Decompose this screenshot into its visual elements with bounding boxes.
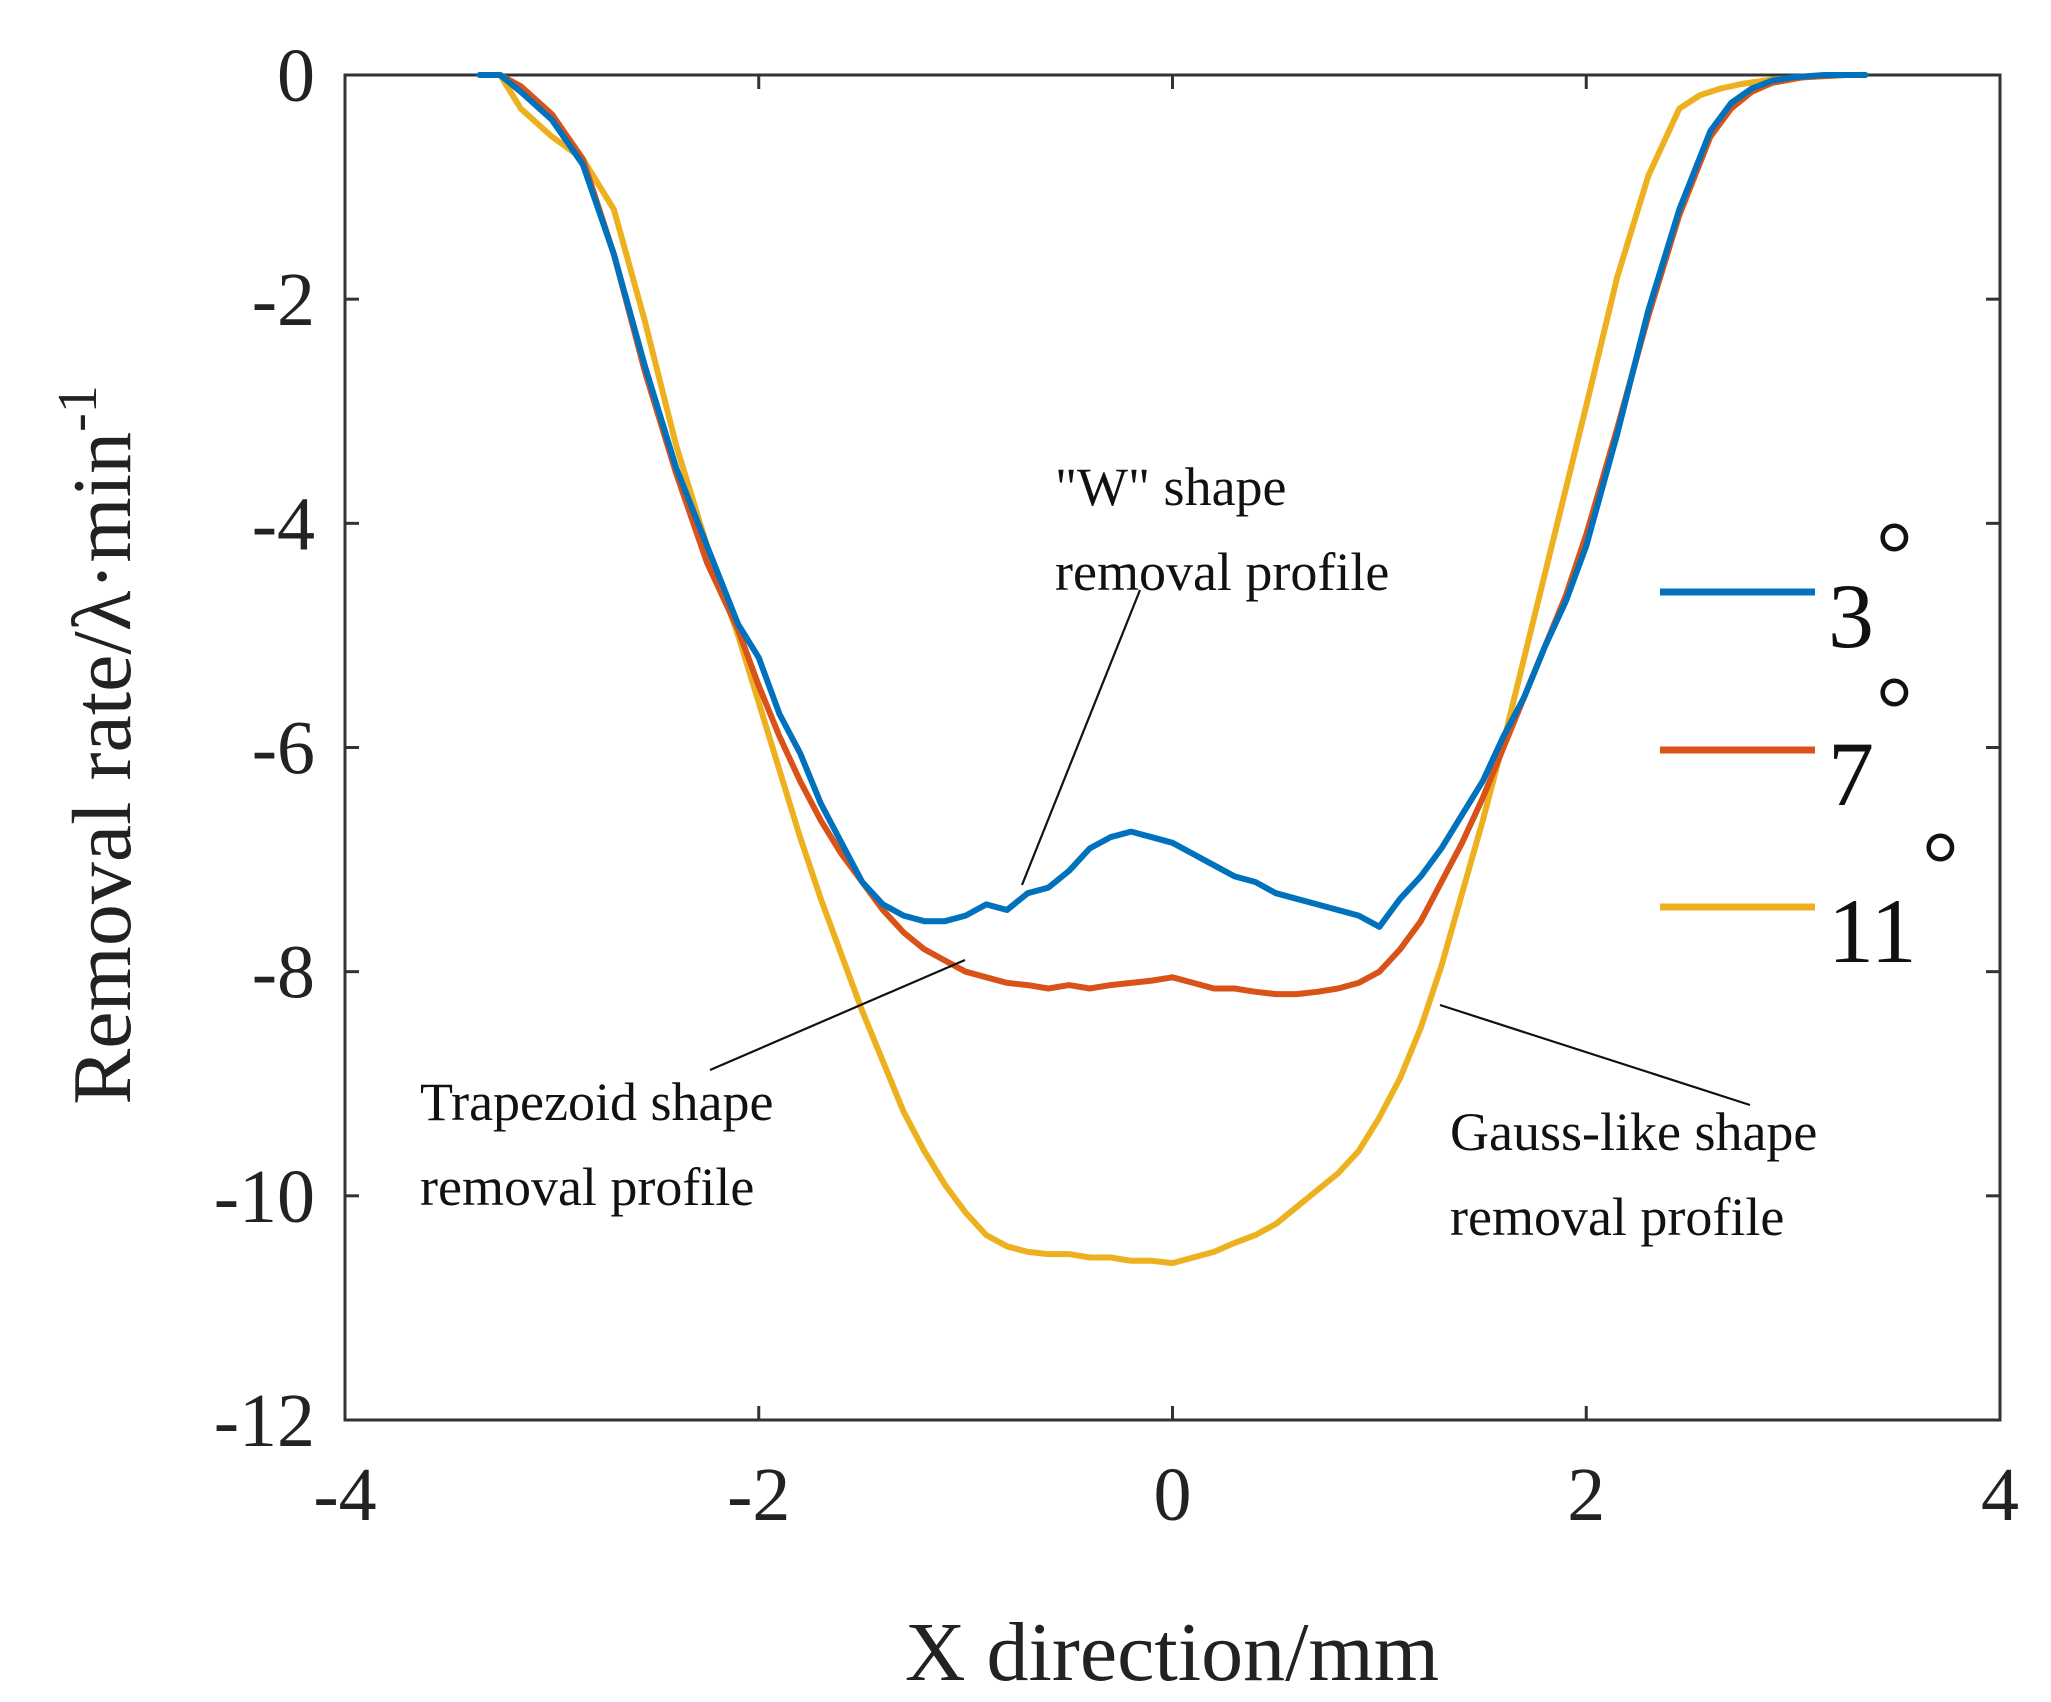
y-tick-label: -6 [252,707,315,791]
y-tick-label: -2 [252,258,315,342]
y-axis-title-main: Removal rate/λ·min [56,432,149,1105]
series-line-3deg [476,72,1869,930]
annotation-w-leader [1020,589,1142,886]
annotation-gauss-line1: Gauss-like shape [1450,1102,1817,1162]
y-tick-label: -10 [214,1155,315,1239]
legend-degree-3deg: ° [1876,503,1913,605]
legend-label-7deg: 7 [1828,723,1874,825]
x-tick-label: -4 [313,1453,376,1537]
x-axis-title: X direction/mm [905,1606,1439,1699]
x-tick-label: 4 [1981,1453,2019,1537]
legend-degree-11deg: ° [1922,813,1959,915]
y-axis-title: Removal rate/λ·min-1 [47,385,149,1105]
x-tick-label: 0 [1154,1453,1192,1537]
series-lines [476,72,1869,1267]
legend-label-3deg: 3 [1828,565,1874,667]
y-axis-title-superscript: -1 [47,385,109,432]
annotation-trapezoid-line2: removal profile [420,1157,754,1217]
series-line-11deg [497,72,1848,1267]
annotation-gauss-line2: removal profile [1450,1187,1784,1247]
legend: 3 ° 7 ° 11 ° [1660,503,1959,982]
annotation-w-line1: "W" shape [1055,457,1287,517]
y-axis-title-text: Removal rate/λ·min-1 [47,385,149,1105]
x-tick-label: 2 [1567,1453,1605,1537]
axis-ticks [343,73,2002,1422]
annotations: "W" shape removal profile Trapezoid shap… [420,457,1817,1247]
y-tick-label: 0 [277,34,315,118]
annotation-gauss-leader [1439,1003,1751,1107]
y-tick-label: -12 [214,1379,315,1463]
y-tick-labels: 0 -2 -4 -6 -8 -10 -12 [214,34,315,1463]
y-tick-label: -4 [252,482,315,566]
legend-degree-7deg: ° [1876,658,1913,760]
annotation-w-line2: removal profile [1055,542,1389,602]
x-tick-label: -2 [727,1453,790,1537]
y-tick-label: -8 [252,931,315,1015]
annotation-trapezoid-leader [709,958,966,1072]
x-tick-labels: -4 -2 0 2 4 [313,1453,2019,1537]
annotation-trapezoid-line1: Trapezoid shape [420,1072,773,1132]
legend-label-11deg: 11 [1828,880,1917,982]
